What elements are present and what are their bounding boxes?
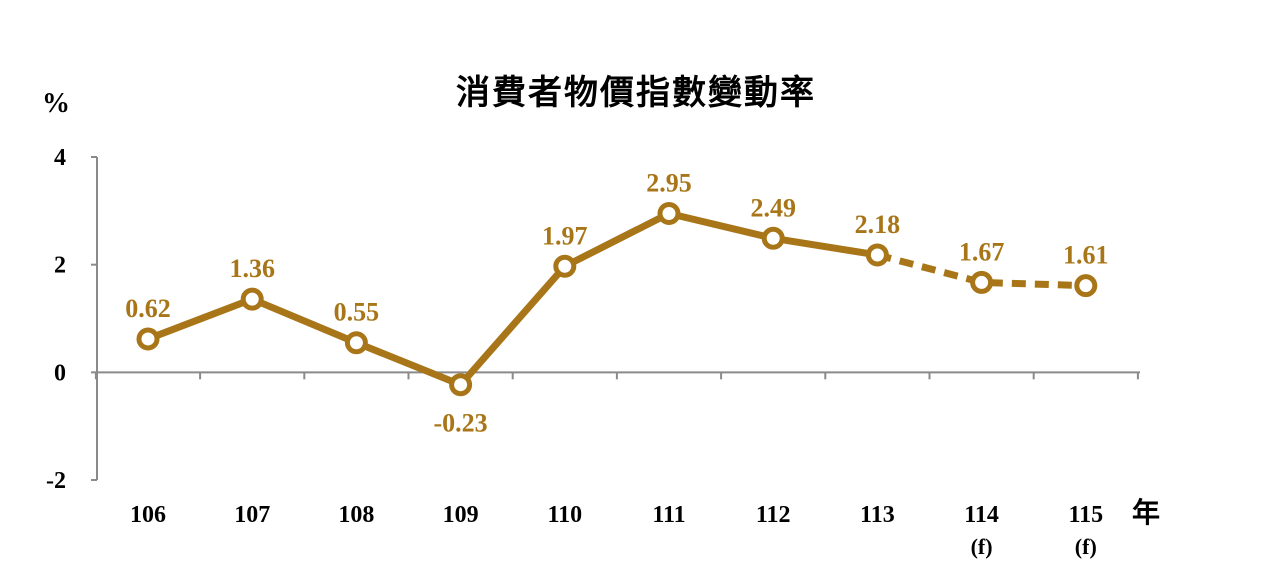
- axes: [91, 156, 1140, 481]
- x-tick-note: (f): [971, 534, 993, 559]
- data-label: 1.97: [542, 221, 588, 250]
- data-point: [344, 331, 368, 355]
- x-axis-unit: 年: [1132, 496, 1160, 529]
- y-tick-label: -2: [46, 468, 66, 494]
- x-tick-label: 111: [652, 502, 685, 528]
- x-tick-labels: 106 107 108 109 110 111 112 113 114 (f) 115 (f): [130, 502, 1103, 559]
- y-tick-labels: 4 2 0 -2: [46, 145, 66, 494]
- y-axis-unit: %: [42, 88, 70, 119]
- data-point: [1074, 274, 1098, 298]
- data-point: [449, 373, 473, 397]
- data-label: 2.18: [855, 210, 901, 239]
- x-tick-note: (f): [1075, 534, 1097, 559]
- x-tick-label: 109: [443, 502, 479, 528]
- x-tick-label: 113: [860, 502, 895, 528]
- data-label: -0.23: [434, 409, 488, 438]
- series-line-actual: [144, 210, 881, 389]
- y-tick-label: 4: [54, 145, 66, 171]
- x-tick-label: 110: [547, 502, 582, 528]
- x-tick-label: 107: [234, 502, 270, 528]
- x-tick-label: 106: [130, 502, 166, 528]
- y-tick-label: 0: [54, 360, 66, 386]
- data-labels: 0.62 1.36 0.55 -0.23 1.97 2.95 2.49 2.18 1.67 1.6…: [125, 169, 1108, 438]
- chart-title: 消費者物價指數變動率: [456, 73, 816, 113]
- series-lines: [144, 210, 1086, 389]
- data-label: 1.36: [229, 254, 275, 283]
- data-point: [553, 254, 577, 278]
- x-tick-label: 114: [964, 502, 999, 528]
- data-label: 0.55: [334, 298, 380, 327]
- x-tick-label: 112: [756, 502, 791, 528]
- data-point: [970, 270, 994, 294]
- series-line-forecast: [876, 251, 1086, 290]
- x-tick-label: 108: [338, 502, 374, 528]
- x-tick-label: 115: [1068, 502, 1103, 528]
- data-point: [240, 287, 264, 311]
- data-label: 0.62: [125, 294, 171, 323]
- data-label: 2.95: [646, 169, 692, 198]
- data-label: 1.61: [1063, 241, 1109, 270]
- data-label: 2.49: [750, 193, 796, 222]
- data-point: [657, 202, 681, 226]
- data-point: [761, 226, 785, 250]
- data-point: [136, 327, 160, 351]
- data-points: [136, 202, 1098, 397]
- data-point: [865, 243, 889, 267]
- y-tick-label: 2: [54, 253, 66, 279]
- data-label: 1.67: [959, 237, 1005, 266]
